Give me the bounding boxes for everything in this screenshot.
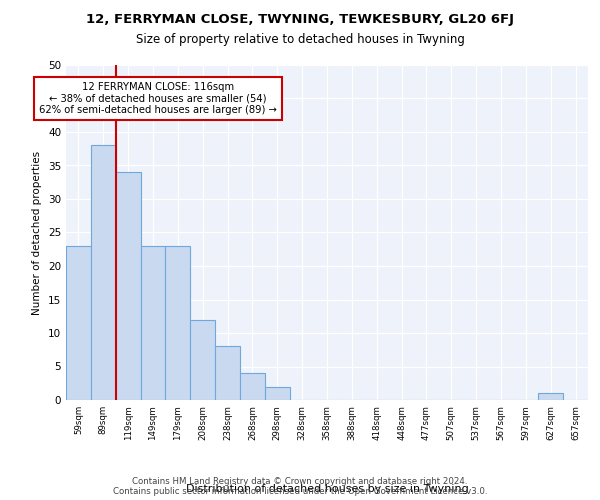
Bar [140,246,166,400]
Bar [538,394,563,400]
Bar [66,246,91,400]
Text: 12, FERRYMAN CLOSE, TWYNING, TEWKESBURY, GL20 6FJ: 12, FERRYMAN CLOSE, TWYNING, TEWKESBURY,… [86,12,514,26]
Text: Size of property relative to detached houses in Twyning: Size of property relative to detached ho… [136,32,464,46]
Bar [190,320,215,400]
Bar [91,146,116,400]
Text: 12 FERRYMAN CLOSE: 116sqm
← 38% of detached houses are smaller (54)
62% of semi-: 12 FERRYMAN CLOSE: 116sqm ← 38% of detac… [39,82,277,115]
Text: Contains HM Land Registry data © Crown copyright and database right 2024.: Contains HM Land Registry data © Crown c… [132,477,468,486]
Bar [116,172,140,400]
Text: Contains public sector information licensed under the Open Government Licence v3: Contains public sector information licen… [113,487,487,496]
Y-axis label: Number of detached properties: Number of detached properties [32,150,43,314]
Bar [166,246,190,400]
Bar [265,386,290,400]
Bar [240,373,265,400]
X-axis label: Distribution of detached houses by size in Twyning: Distribution of detached houses by size … [185,484,469,494]
Bar [215,346,240,400]
